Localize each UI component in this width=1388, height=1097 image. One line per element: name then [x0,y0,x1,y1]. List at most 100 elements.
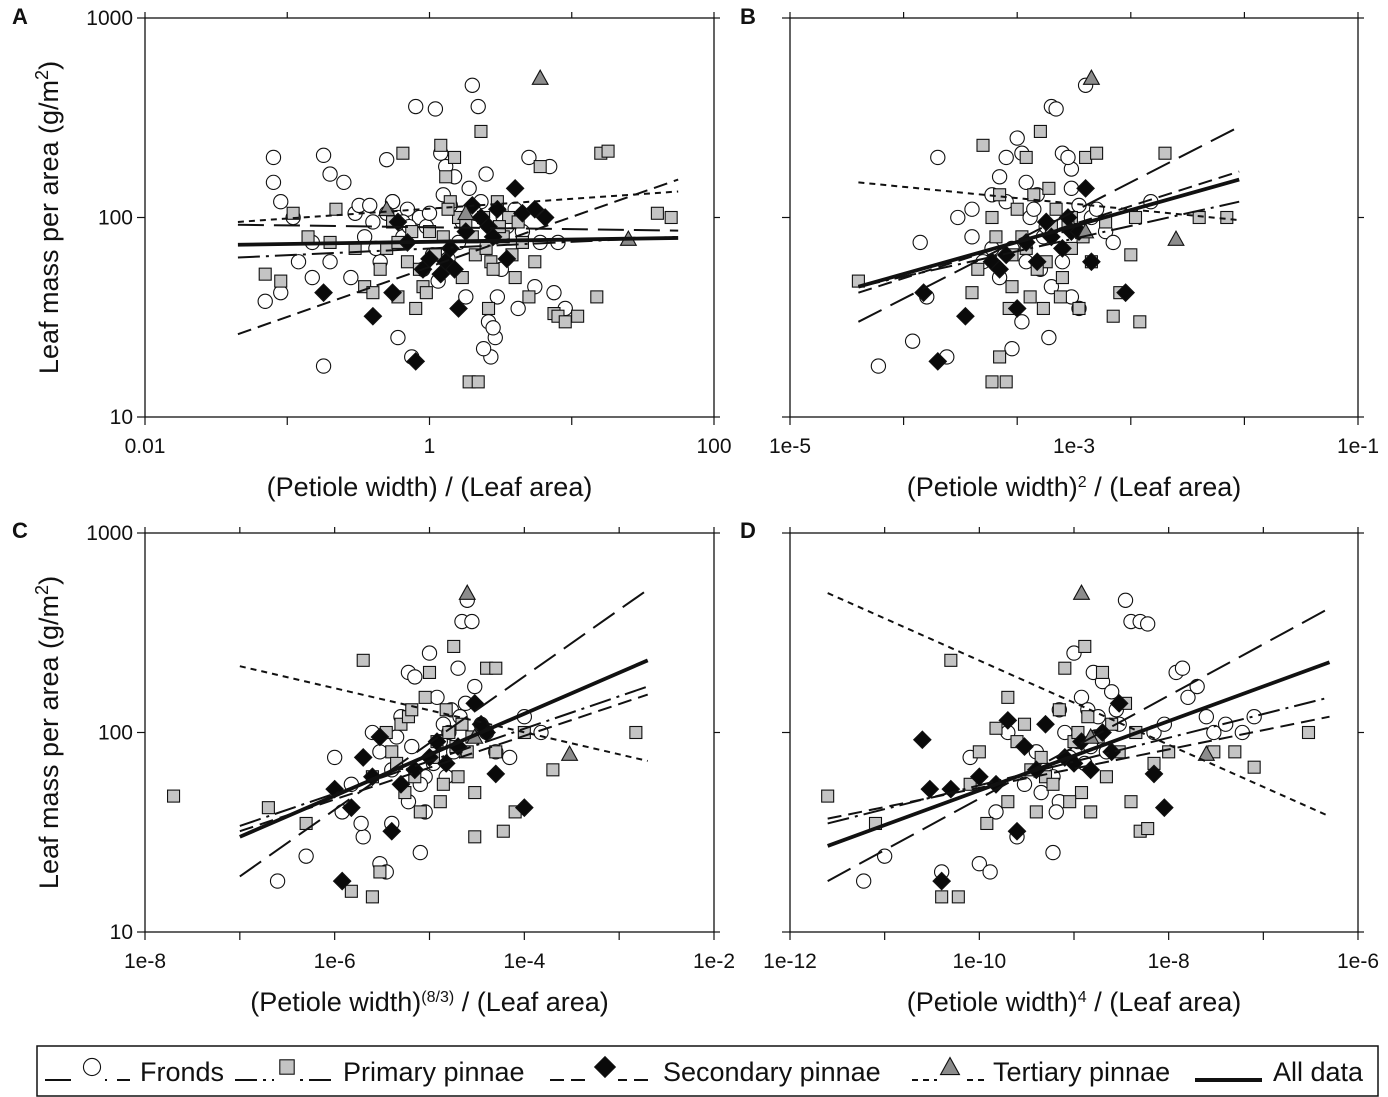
point-diamond [1036,714,1055,734]
point-diamond [486,764,506,784]
point-circle [412,844,428,861]
point-square [468,830,482,844]
x-tick-label: 1e-10 [952,950,1006,973]
point-circle [489,289,506,305]
point-circle [265,149,282,166]
point-square [989,230,1003,244]
point-circle [971,856,988,872]
point-square [1005,280,1019,294]
fit-line-tertiary [827,592,1330,818]
fit-line-all [857,177,1240,289]
point-diamond [1007,821,1027,841]
point-square [274,274,288,288]
point-triangle [1072,584,1091,600]
point-square [971,262,985,276]
legend-item-fronds: Fronds [45,1056,224,1087]
point-circle [379,151,395,168]
x-tick-label: 1e-12 [763,950,817,973]
point-triangle [531,69,550,85]
panel-b: 1e-5 1e-3 1e-1 B (Petiole width)2 / (Leaf ar… [740,4,1379,502]
point-square [999,375,1013,389]
point-square [356,653,370,667]
point-circle [1088,201,1105,217]
point-circle [1033,784,1049,801]
point-square [590,290,604,304]
point-square [366,286,380,300]
fit-line-secondary [827,715,1330,820]
point-square [433,795,447,809]
point-square [650,206,664,220]
x-tick-label: 1e-1 [1337,435,1379,458]
x-tick-label: 0.01 [125,435,166,458]
series-primary-pinnae [851,124,1234,389]
point-diamond [391,774,411,794]
y-tick-label: 100 [98,722,133,745]
point-square [344,884,358,898]
point-diamond [341,798,361,818]
point-diamond [990,259,1010,279]
y-tick-label: 1000 [86,7,133,30]
point-circle [904,333,921,349]
point-circle [1073,689,1090,706]
point-circle [290,254,307,270]
x-tick-label: 1e-6 [314,950,356,973]
legend-item-all-data: All data [1195,1057,1364,1087]
point-square [166,789,181,803]
panel-c: 1e-8 1e-6 1e-4 1e-2 10 100 1000 C (Petiole width… [12,518,735,1017]
point-square [601,144,615,158]
point-square [396,146,410,160]
point-diamond [914,283,934,303]
point-square [422,665,437,679]
point-square [1078,639,1092,653]
point-square [329,202,343,216]
legend-item-primary-pinnae: Primary pinnae [235,1056,525,1087]
y-tick-label: 10 [110,406,133,429]
point-square [301,230,315,244]
legend-label: Primary pinnae [343,1057,525,1087]
point-square [821,789,835,803]
point-circle [298,848,314,864]
point-square [1084,805,1098,819]
legend-label: Fronds [140,1057,224,1087]
point-square [468,786,482,800]
point-square [629,725,643,740]
plot-frame [144,532,715,933]
point-square [474,124,488,138]
x-tick-label: 1e-8 [1148,950,1190,973]
point-circle [408,98,424,115]
point-square [258,267,272,281]
point-circle [315,358,332,374]
point-square [441,202,455,216]
point-square [1036,301,1050,316]
point-circle [991,169,1008,185]
point-circle [998,149,1014,166]
point-circle [336,174,352,191]
point-square [508,271,522,285]
point-square [972,745,986,759]
point-diamond [1116,283,1136,303]
point-square [1063,795,1077,809]
x-tick-label: 1e-8 [124,950,166,973]
point-square [1023,290,1037,304]
point-square [1301,725,1316,740]
point-circle [450,660,466,676]
legend-item-secondary-pinnae: Secondary pinnae [550,1055,881,1087]
point-square [418,690,432,704]
point-diamond [445,259,464,279]
point-square [436,777,450,791]
point-square [1090,146,1104,160]
series-primary-pinnae [166,639,643,904]
x-tick-label: 1e-5 [769,435,811,458]
point-circle [855,873,872,889]
point-square [451,770,465,784]
point-square [1049,202,1063,216]
point-circle [1206,724,1222,741]
point-circle [458,289,474,305]
panel-label: C [12,518,28,543]
point-square [1079,150,1093,164]
point-triangle [457,204,475,221]
point-diamond [382,821,402,841]
legend-item-tertiary-pinnae: Tertiary pinnae [912,1056,1170,1087]
point-square [1010,202,1024,216]
